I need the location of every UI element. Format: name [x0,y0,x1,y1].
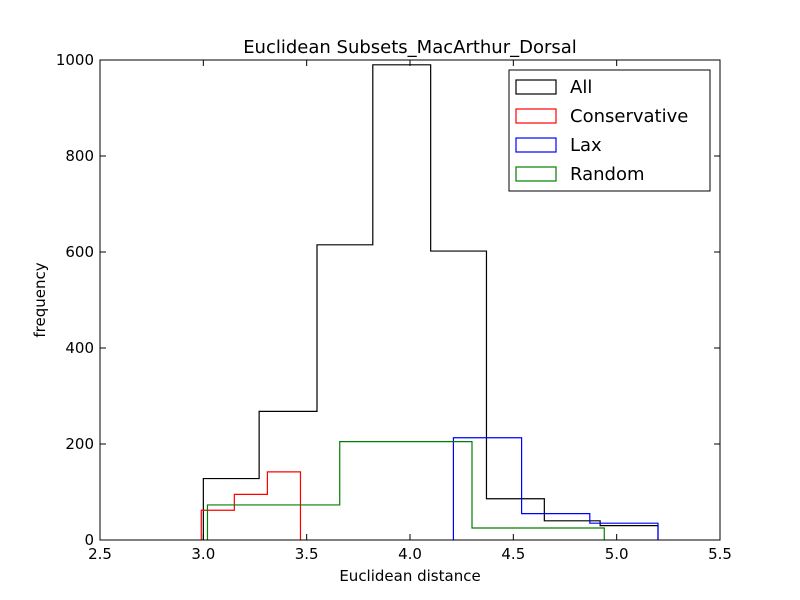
x-tick-label: 5.5 [708,545,732,563]
y-tick-label: 800 [65,147,94,165]
series-all [202,64,659,540]
x-tick-label: 3.0 [191,545,215,563]
y-tick-label: 1000 [56,51,94,69]
series-outline [200,471,302,540]
y-tick-label: 0 [84,531,94,549]
legend-swatch [515,137,557,153]
x-tick-label: 3.5 [295,545,319,563]
series-outline [202,64,659,540]
legend-swatch [515,79,557,95]
histogram-bar [207,505,339,540]
legend-box [508,69,711,192]
y-tick-label: 600 [65,243,94,261]
series-layer [200,64,659,540]
legend-swatch [515,108,557,124]
legend-item-conservative: Conservative [515,106,688,127]
series-random [206,441,605,540]
y-tick-label: 400 [65,339,94,357]
y-tick-label: 200 [65,435,94,453]
x-tick-label: 5.0 [605,545,629,563]
legend-item-lax: Lax [515,135,602,156]
x-axis-label: Euclidean distance [339,567,480,585]
histogram-bar [472,528,604,540]
series-outline [206,441,605,540]
x-tick-label: 4.5 [501,545,525,563]
x-tick-label: 2.5 [88,545,112,563]
plot-frame [99,59,721,541]
legend-item-all: All [515,77,592,98]
chart-title: Euclidean Subsets_MacArthur_Dorsal [243,37,577,58]
legend: All Conservative Lax Random [508,69,711,192]
legend-label: Conservative [570,106,688,127]
legend-label: Random [570,164,645,185]
x-tick-label: 4.0 [398,545,422,563]
series-conservative [200,471,302,540]
legend-item-random: Random [515,164,645,185]
series-lax [452,437,659,540]
legend-label: All [570,77,592,98]
histogram-bar [340,442,472,540]
y-axis-label: frequency [31,262,49,337]
legend-swatch [515,166,557,182]
tick-layer: 2.5 3.0 3.5 4.0 4.5 5.0 5.5 0 200 400 600 800 1000 [56,51,732,563]
legend-label: Lax [570,135,602,156]
series-outline [452,437,659,540]
